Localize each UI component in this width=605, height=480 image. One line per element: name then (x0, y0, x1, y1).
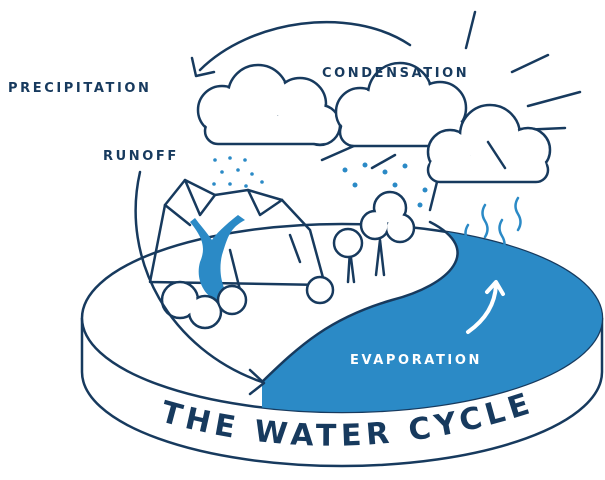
label-precipitation: PRECIPITATION (8, 81, 152, 96)
water-cycle-diagram: PRECIPITATION CONDENSATION RUNOFF EVAPOR… (0, 0, 605, 480)
label-runoff: RUNOFF (103, 149, 179, 164)
label-evaporation: EVAPORATION (350, 353, 482, 368)
label-condensation: CONDENSATION (322, 66, 469, 81)
